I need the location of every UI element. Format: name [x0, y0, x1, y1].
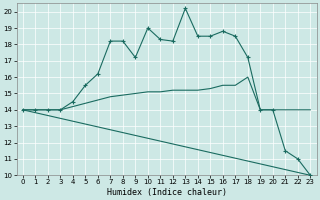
X-axis label: Humidex (Indice chaleur): Humidex (Indice chaleur): [107, 188, 227, 197]
